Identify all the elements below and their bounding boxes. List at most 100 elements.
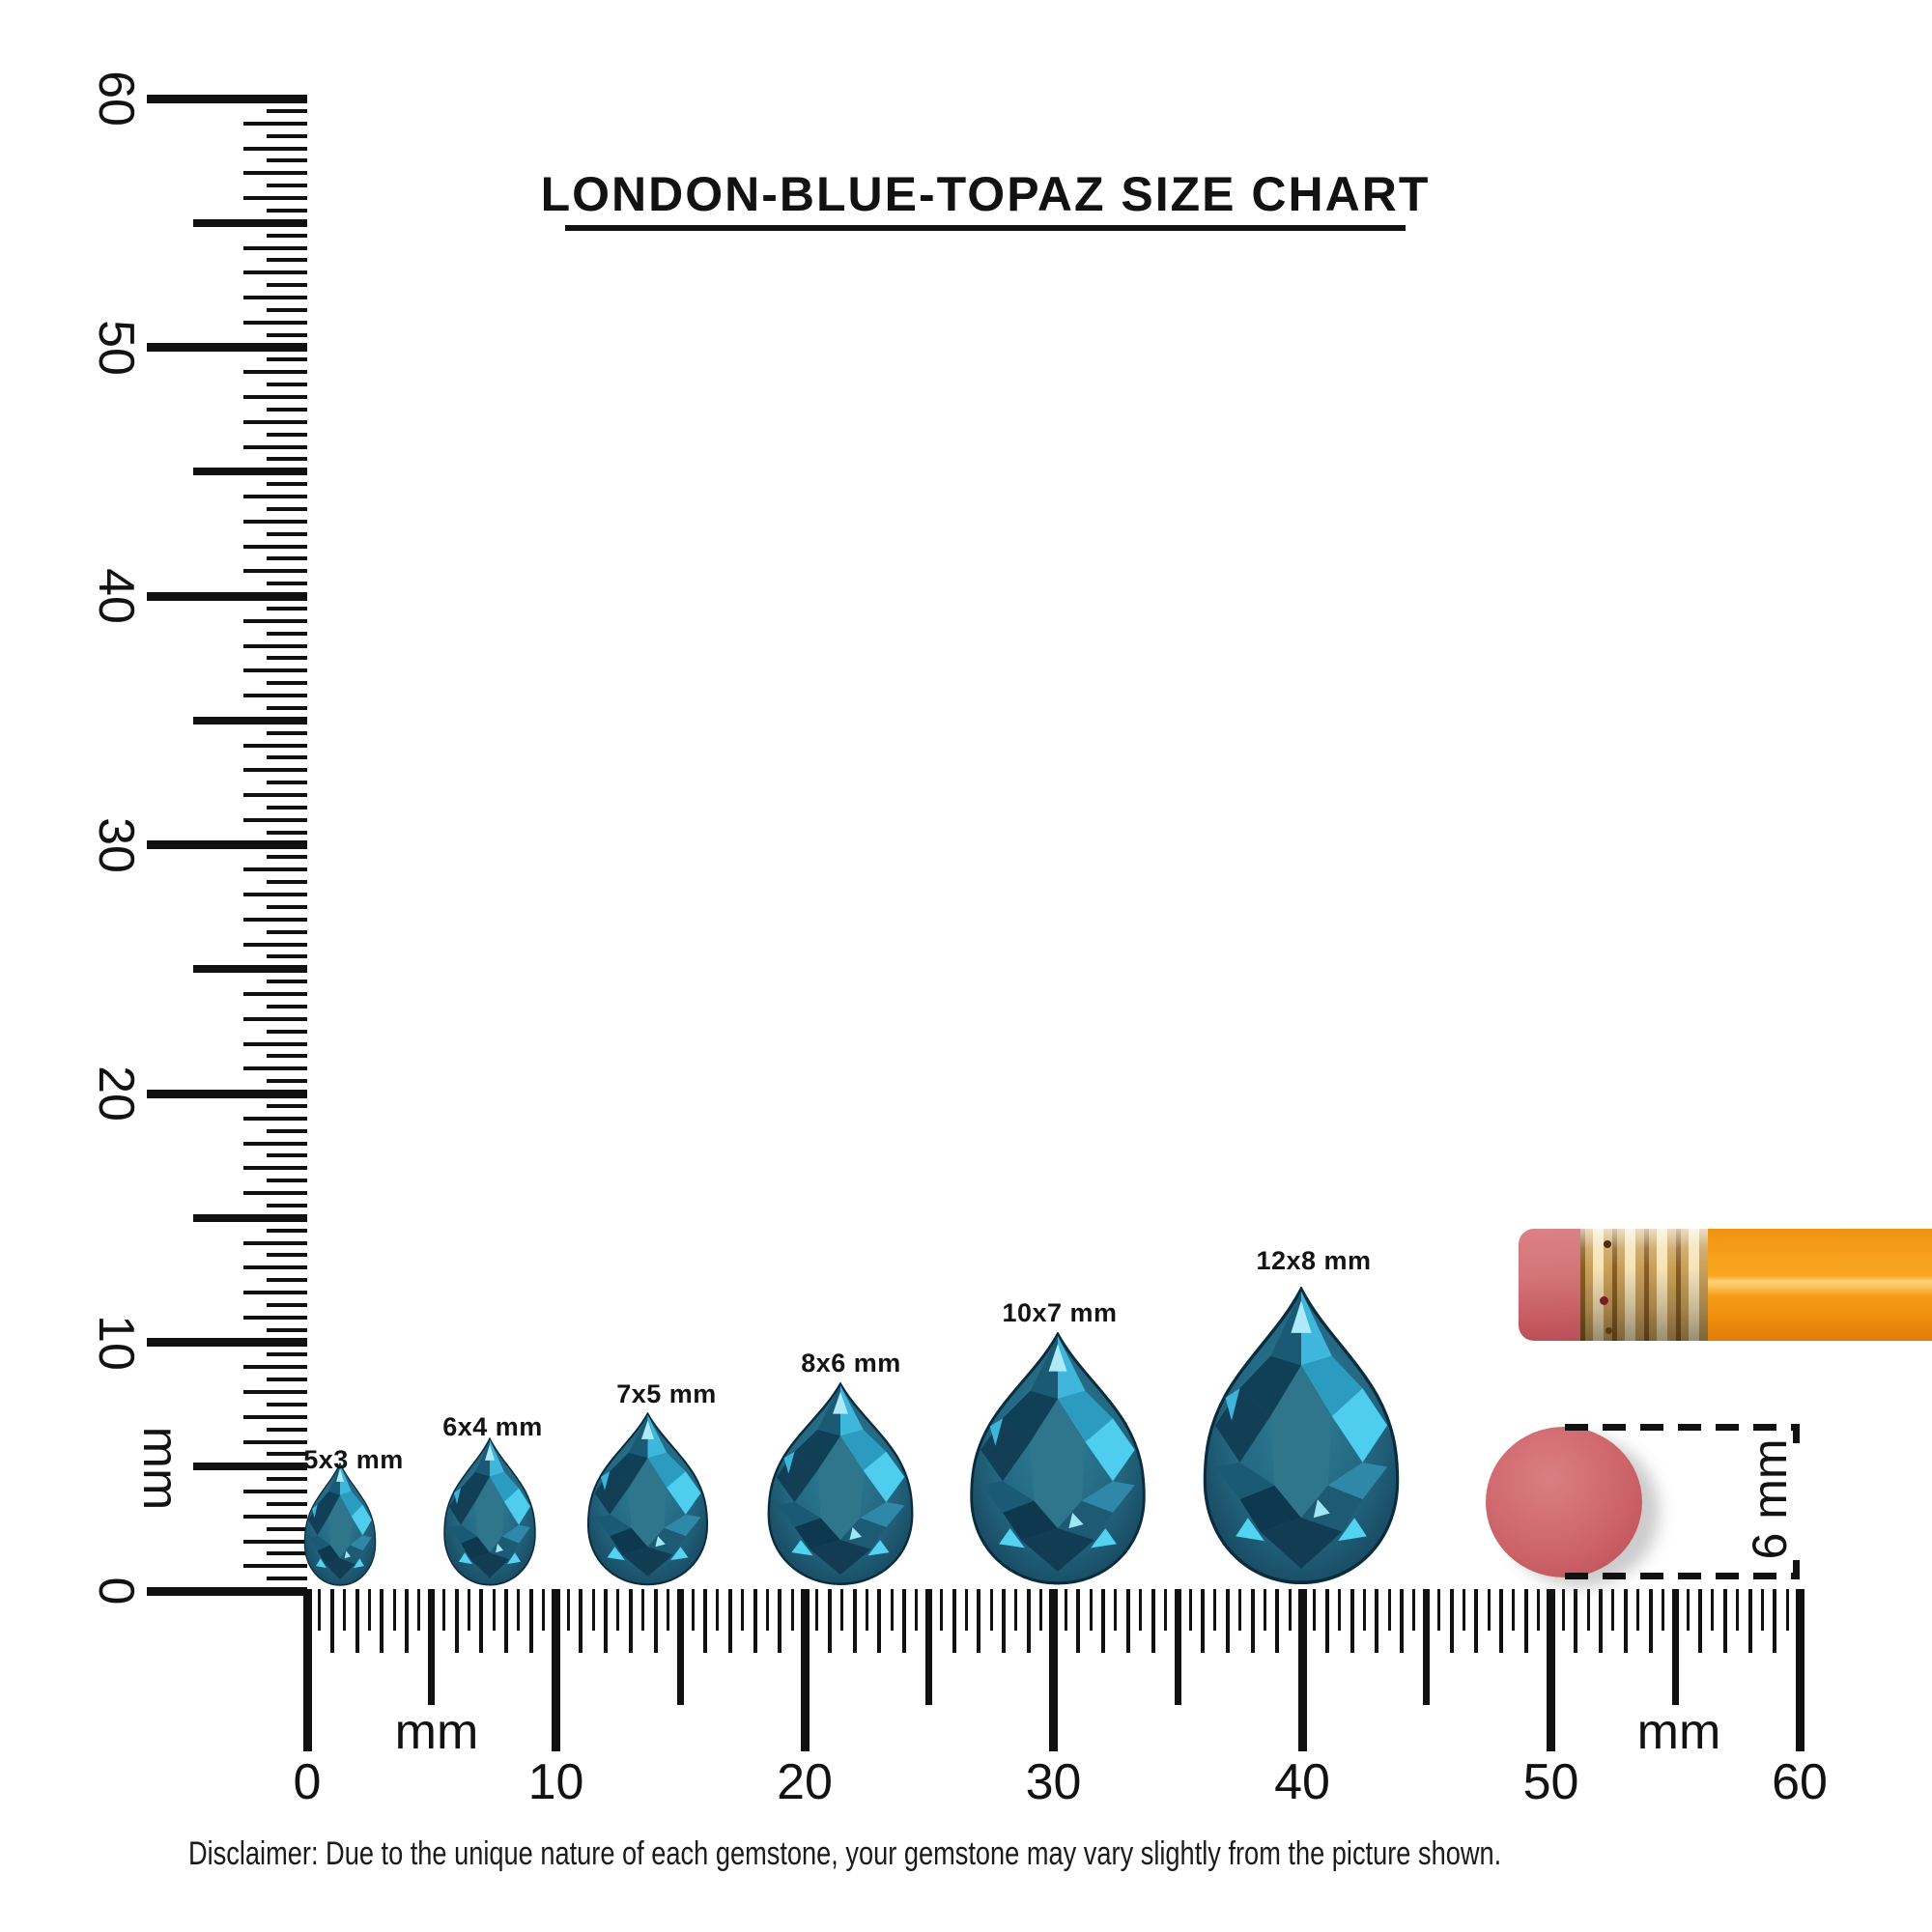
vertical-ruler-tick <box>243 768 307 773</box>
vertical-ruler-tick <box>267 1253 307 1258</box>
vertical-ruler-tick <box>267 855 307 860</box>
measure-cap-top <box>1793 1424 1800 1443</box>
pear-gem-icon <box>966 1332 1150 1587</box>
horizontal-ruler-tick <box>552 1589 560 1751</box>
vertical-ruler-tick <box>243 419 307 424</box>
horizontal-ruler-tick <box>1225 1589 1230 1653</box>
vertical-ruler-tick <box>267 482 307 487</box>
horizontal-ruler-tick <box>1686 1589 1690 1631</box>
gem-size-label: 8x6 mm <box>801 1349 901 1378</box>
horizontal-ruler-tick <box>890 1589 894 1631</box>
vertical-ruler-tick <box>243 395 307 399</box>
horizontal-ruler-tick <box>604 1589 608 1653</box>
horizontal-ruler-tick <box>1114 1589 1118 1631</box>
horizontal-ruler-tick <box>1661 1589 1664 1631</box>
vertical-ruler-tick <box>243 196 307 200</box>
horizontal-ruler-tick <box>616 1589 620 1631</box>
horizontal-ruler-tick <box>442 1589 446 1631</box>
vertical-ruler-tick <box>243 668 307 673</box>
horizontal-ruler-unit-right: mm <box>1636 1704 1721 1760</box>
gem-size-label: 12x8 mm <box>1256 1246 1372 1275</box>
horizontal-ruler-tick <box>765 1589 769 1631</box>
pear-gem-icon <box>302 1463 378 1587</box>
vertical-ruler-tick <box>267 880 307 885</box>
horizontal-ruler-tick <box>405 1589 409 1653</box>
horizontal-ruler-tick <box>380 1589 384 1653</box>
horizontal-ruler-tick <box>1350 1589 1354 1653</box>
horizontal-ruler-tick <box>355 1589 359 1653</box>
vertical-ruler-tick <box>267 1228 307 1233</box>
vertical-ruler-tick <box>267 133 307 138</box>
horizontal-ruler-tick <box>964 1589 968 1631</box>
horizontal-ruler-tick <box>790 1589 794 1631</box>
vertical-ruler-tick <box>243 1439 307 1444</box>
vertical-ruler-unit: mm <box>132 1426 188 1511</box>
page-title: LONDON-BLUE-TOPAZ SIZE CHART <box>540 167 1431 221</box>
vertical-ruler-tick <box>267 233 307 238</box>
vertical-ruler-tick <box>267 432 307 437</box>
gem-size-label: 6x4 mm <box>442 1412 543 1441</box>
horizontal-ruler-tick <box>800 1589 810 1751</box>
horizontal-ruler-tick <box>1487 1589 1491 1631</box>
horizontal-ruler-label: 10 <box>527 1754 584 1810</box>
horizontal-ruler-tick <box>716 1589 720 1631</box>
vertical-ruler-tick <box>243 1291 307 1294</box>
vertical-ruler-tick <box>267 656 307 661</box>
vertical-ruler-label: 10 <box>88 1314 144 1371</box>
horizontal-ruler-tick <box>1049 1589 1058 1751</box>
vertical-ruler-tick <box>147 94 307 103</box>
horizontal-ruler-tick <box>1537 1589 1541 1631</box>
vertical-ruler-tick <box>243 569 307 574</box>
horizontal-ruler-tick <box>952 1589 956 1653</box>
horizontal-ruler-label: 20 <box>777 1754 833 1810</box>
horizontal-ruler-tick <box>479 1589 484 1653</box>
vertical-ruler-tick <box>193 716 307 724</box>
horizontal-ruler-label: 50 <box>1522 1754 1579 1810</box>
vertical-ruler-tick <box>267 1004 307 1009</box>
vertical-ruler-tick <box>267 357 307 362</box>
horizontal-ruler-tick <box>579 1589 583 1653</box>
horizontal-ruler-tick <box>741 1589 745 1631</box>
vertical-ruler-tick <box>243 992 307 996</box>
horizontal-ruler-tick <box>1400 1589 1404 1653</box>
vertical-ruler-tick <box>243 171 307 176</box>
vertical-ruler-tick <box>267 755 307 760</box>
horizontal-ruler-tick <box>1297 1589 1307 1751</box>
vertical-ruler-tick <box>243 1166 307 1171</box>
vertical-ruler-tick <box>267 184 307 188</box>
horizontal-ruler-tick <box>417 1589 421 1631</box>
horizontal-ruler-tick <box>1599 1589 1603 1653</box>
horizontal-ruler-tick <box>1623 1589 1628 1653</box>
vertical-ruler-tick <box>243 793 307 797</box>
horizontal-ruler-tick <box>1462 1589 1465 1631</box>
horizontal-ruler-tick <box>727 1589 732 1653</box>
vertical-ruler-tick <box>243 1066 307 1071</box>
vertical-ruler-tick <box>243 1191 307 1195</box>
vertical-ruler-tick <box>267 781 307 785</box>
horizontal-ruler-tick <box>666 1589 669 1631</box>
horizontal-ruler-tick <box>1387 1589 1391 1631</box>
vertical-ruler-tick <box>267 556 307 561</box>
vertical-ruler-tick <box>243 1490 307 1493</box>
horizontal-ruler-tick <box>1773 1589 1777 1653</box>
horizontal-ruler-label: 40 <box>1274 1754 1330 1810</box>
vertical-ruler-tick <box>193 1463 307 1471</box>
horizontal-ruler-tick <box>1698 1589 1702 1653</box>
vertical-ruler-tick <box>267 506 307 511</box>
vertical-ruler-tick <box>243 1365 307 1370</box>
horizontal-ruler-tick <box>865 1589 868 1631</box>
eraser-disc-icon <box>1486 1427 1642 1577</box>
pencil-eraser-icon <box>1519 1229 1580 1341</box>
horizontal-ruler-unit-left: mm <box>394 1704 479 1760</box>
vertical-ruler-tick <box>267 108 307 113</box>
vertical-ruler-tick <box>267 929 307 934</box>
vertical-ruler-tick <box>147 1338 307 1347</box>
horizontal-ruler-tick <box>1014 1589 1018 1631</box>
vertical-ruler-tick <box>243 320 307 325</box>
vertical-ruler-tick <box>267 705 307 710</box>
vertical-ruler-tick <box>243 1116 307 1121</box>
vertical-ruler-tick <box>267 606 307 611</box>
vertical-ruler-tick <box>267 1551 307 1556</box>
horizontal-ruler-tick <box>815 1589 819 1631</box>
horizontal-ruler-tick <box>1039 1589 1043 1631</box>
